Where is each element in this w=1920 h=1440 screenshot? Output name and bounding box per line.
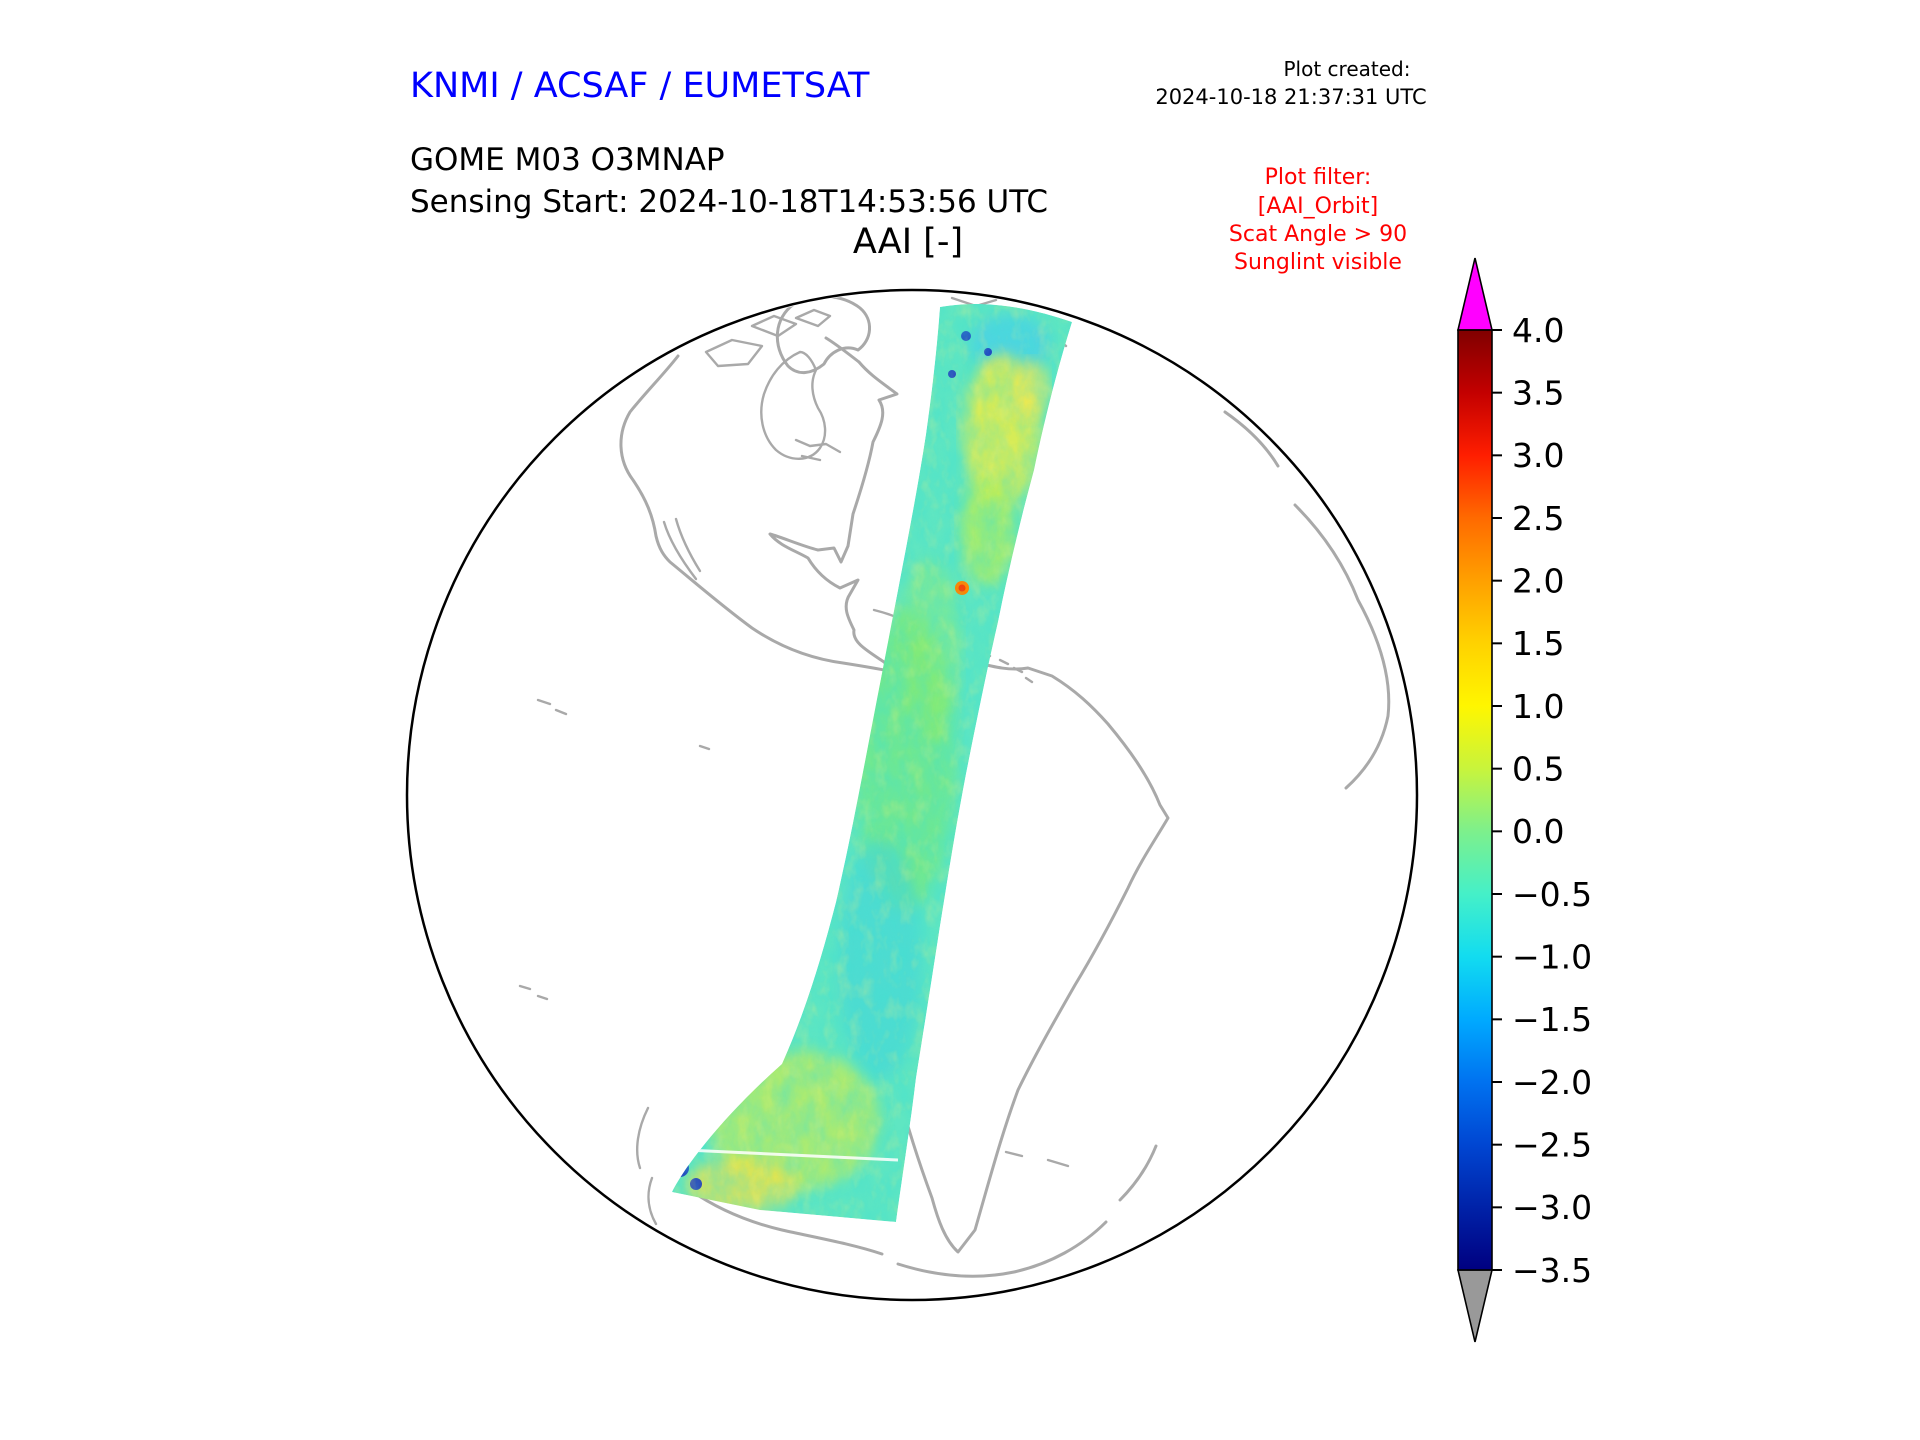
globe-outline bbox=[405, 288, 1419, 1302]
colorbar-tick-label: −2.0 bbox=[1512, 1063, 1592, 1102]
coastline-north-america bbox=[619, 354, 896, 674]
sensing-start: Sensing Start: 2024-10-18T14:53:56 UTC bbox=[410, 184, 1048, 220]
coastlines bbox=[518, 295, 1391, 1278]
colorbar: 4.0 3.5 3.0 2.5 2.0 1.5 1.0 0.5 0.0 −0.5 −1.0 −1.5 −… bbox=[1456, 257, 1592, 1343]
colorbar-tick-label: 1.5 bbox=[1512, 624, 1564, 663]
colorbar-tick-label: 2.0 bbox=[1512, 562, 1564, 601]
colorbar-tick-label: 2.5 bbox=[1512, 499, 1564, 538]
coastline-arctic-islands bbox=[704, 308, 832, 368]
coastline-africa bbox=[1293, 503, 1391, 790]
plot-filter-line: Plot filter: bbox=[1265, 165, 1372, 190]
colorbar-tick-label: 1.0 bbox=[1512, 687, 1564, 726]
colorbar-tick-label: 0.0 bbox=[1512, 812, 1564, 851]
plot-created-timestamp: 2024-10-18 21:37:31 UTC bbox=[1155, 85, 1426, 109]
coastline-greenland bbox=[775, 295, 871, 374]
colorbar-tick-label: −2.5 bbox=[1512, 1126, 1592, 1165]
colorbar-over-arrow bbox=[1456, 257, 1494, 331]
colorbar-tick-label: −3.0 bbox=[1512, 1188, 1592, 1227]
agency-title: KNMI / ACSAF / EUMETSAT bbox=[410, 66, 870, 106]
colorbar-gradient bbox=[1457, 329, 1493, 1271]
colorbar-tick-label: 3.0 bbox=[1512, 436, 1564, 475]
coastline-baja bbox=[662, 517, 702, 581]
plot-title: AAI [-] bbox=[853, 222, 963, 262]
colorbar-tick-label: 4.0 bbox=[1512, 311, 1564, 350]
coastline-great-lakes bbox=[794, 438, 842, 462]
swath-scan-gap bbox=[685, 1148, 899, 1162]
colorbar-tick-label: 0.5 bbox=[1512, 750, 1564, 789]
plot-filter-line: Sunglint visible bbox=[1234, 250, 1402, 275]
plot-filter-line: Scat Angle > 90 bbox=[1229, 222, 1407, 247]
coastline-new-zealand bbox=[636, 1106, 658, 1226]
coastline-europe bbox=[1223, 410, 1280, 468]
colorbar-ticks: 4.0 3.5 3.0 2.5 2.0 1.5 1.0 0.5 0.0 −0.5 −1.0 −1.5 −… bbox=[1492, 311, 1592, 1290]
colorbar-tick-label: −0.5 bbox=[1512, 875, 1592, 914]
coastline-south-atlantic-islands bbox=[1004, 1150, 1070, 1168]
colorbar-under-arrow bbox=[1456, 1269, 1494, 1343]
globe bbox=[405, 288, 1419, 1302]
colorbar-tick-label: 3.5 bbox=[1512, 374, 1564, 413]
coastline-north-america-east bbox=[768, 336, 899, 674]
colorbar-tick-label: −1.5 bbox=[1512, 1000, 1592, 1039]
coastline-antarctica bbox=[688, 1144, 1158, 1278]
product-name: GOME M03 O3MNAP bbox=[410, 142, 725, 178]
colorbar-tick-label: −3.5 bbox=[1512, 1251, 1592, 1290]
plot-filter-line: [AAI_Orbit] bbox=[1258, 194, 1378, 219]
coastline-pacific-islands bbox=[518, 698, 711, 1001]
colorbar-tick-label: −1.0 bbox=[1512, 938, 1592, 977]
plot-created-label: Plot created: bbox=[1284, 57, 1411, 81]
plot-filter-block: Plot filter: [AAI_Orbit] Scat Angle > 90… bbox=[1229, 165, 1407, 275]
